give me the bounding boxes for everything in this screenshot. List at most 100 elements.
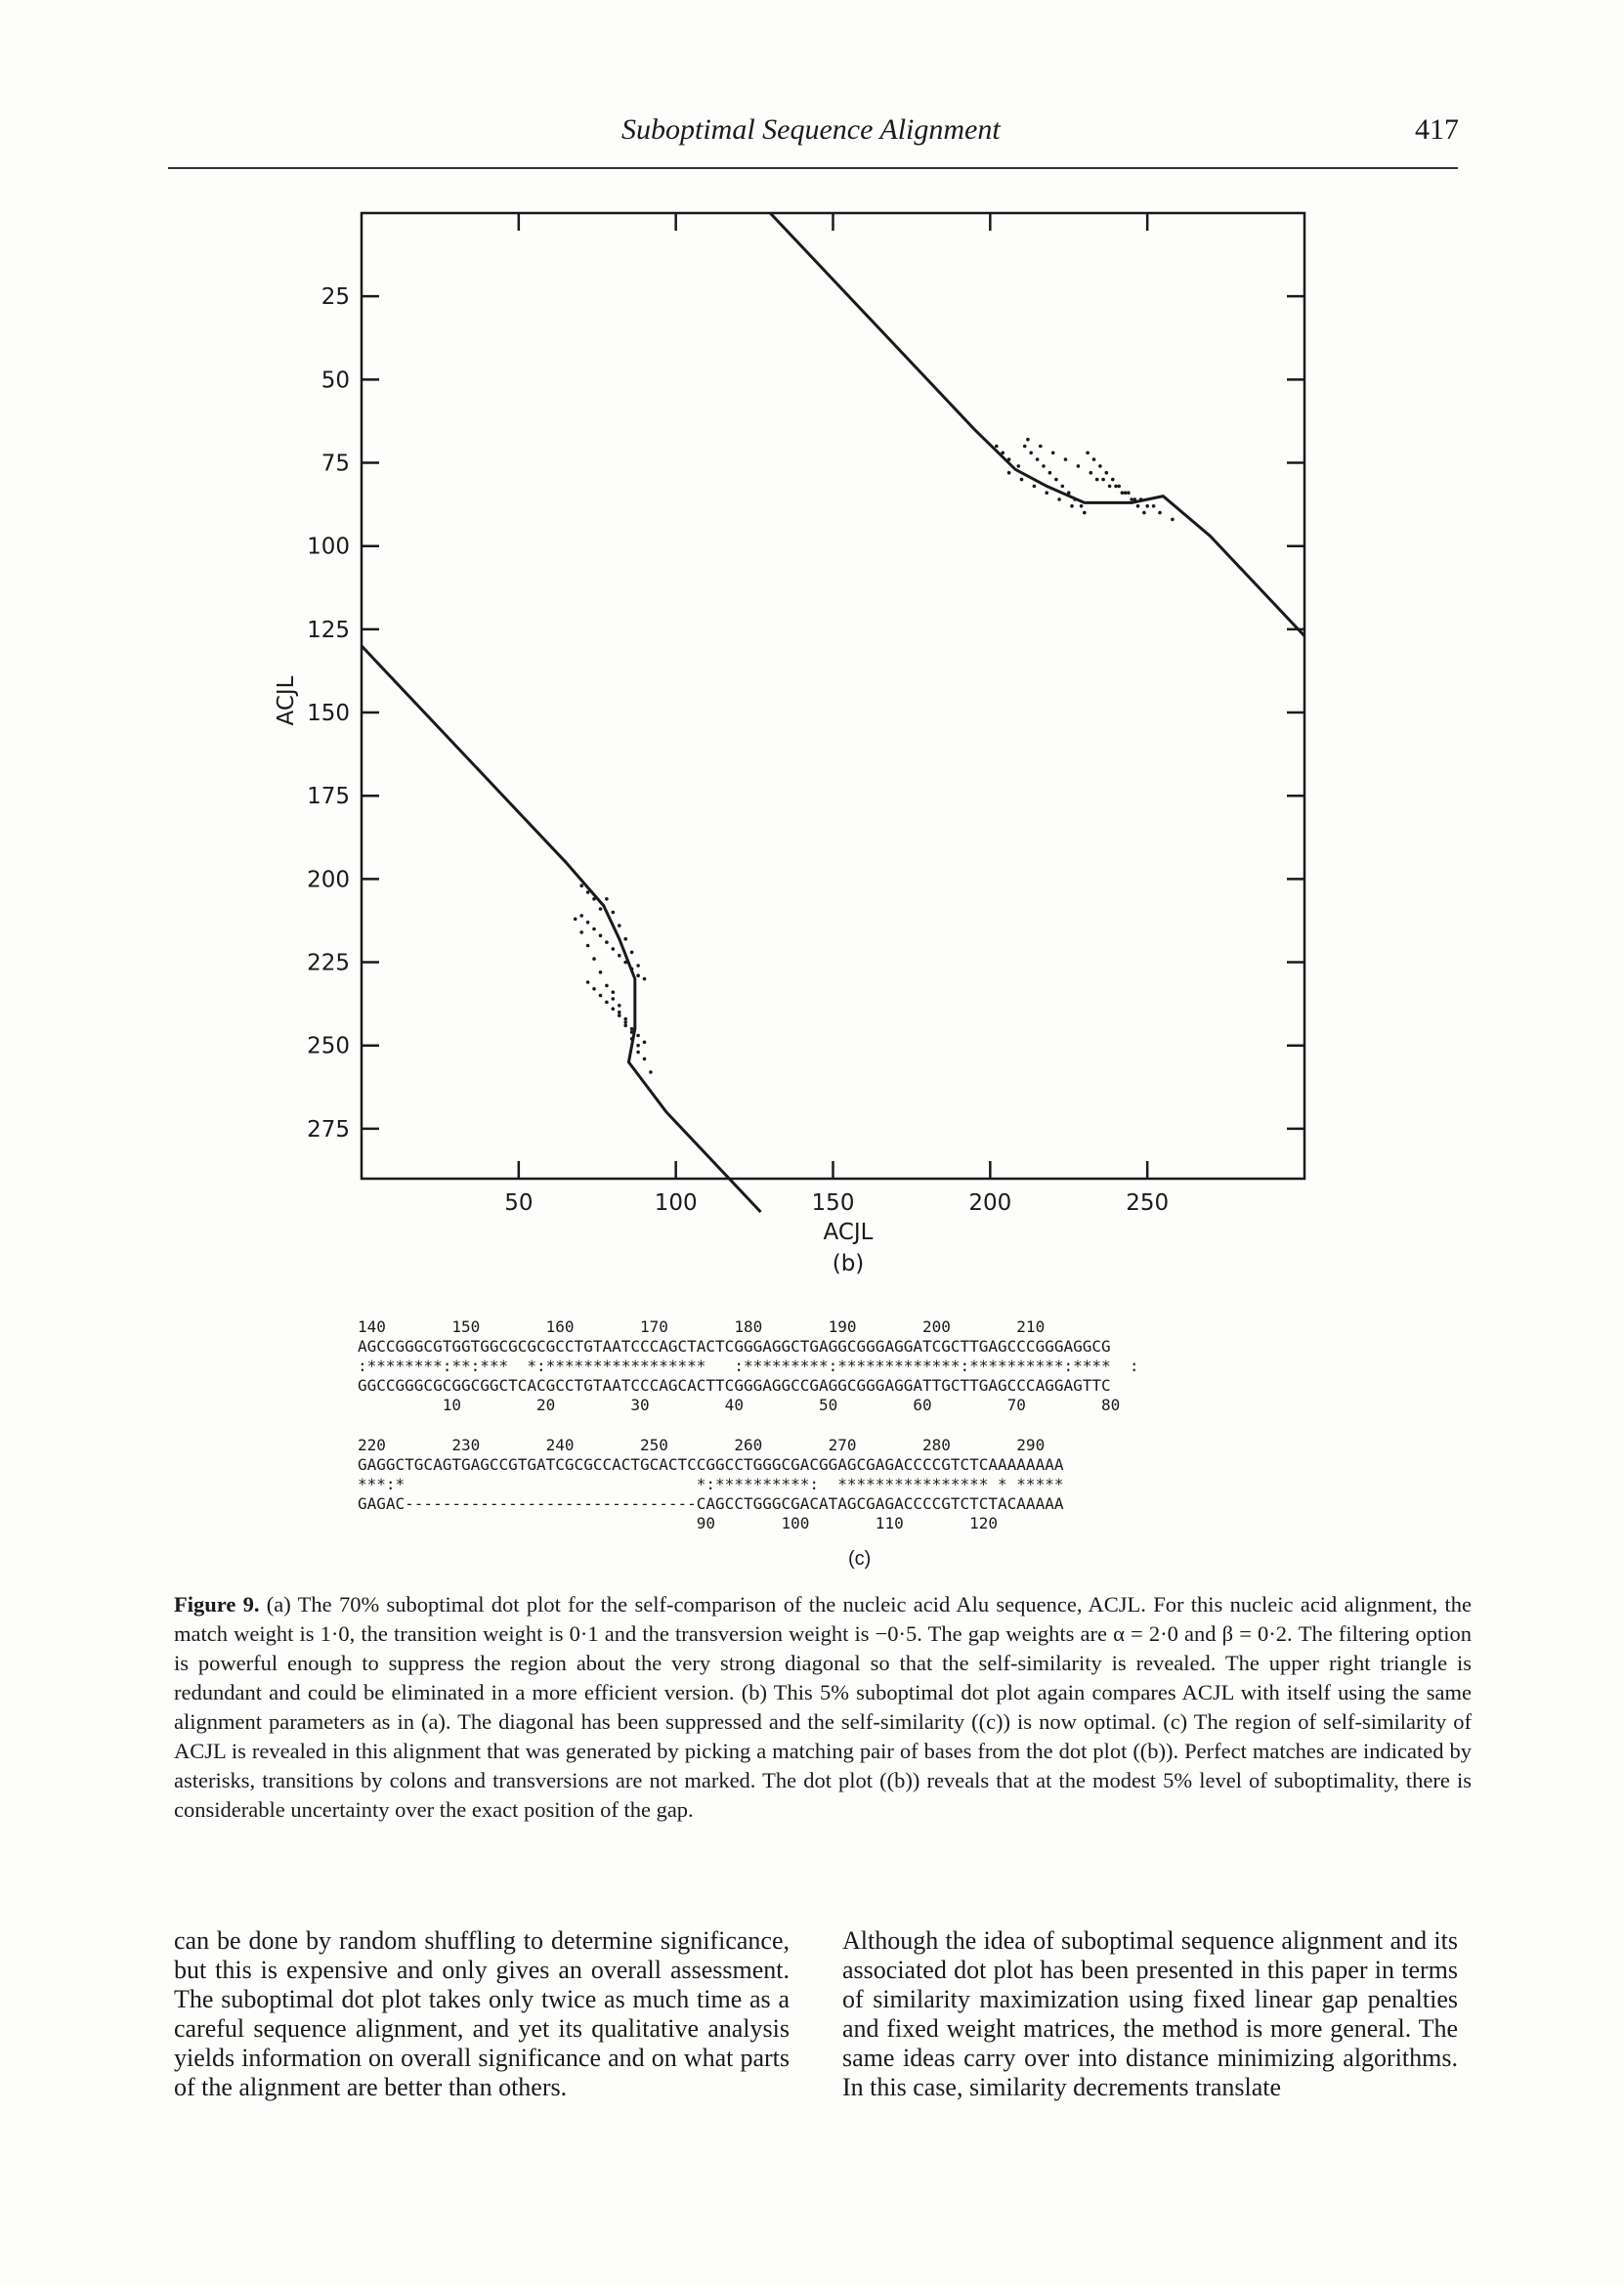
series-point bbox=[1067, 491, 1071, 496]
series-point bbox=[618, 1014, 621, 1017]
series-point bbox=[1130, 497, 1133, 501]
series-point bbox=[592, 957, 596, 961]
series-point bbox=[1076, 464, 1081, 468]
series-point bbox=[623, 1016, 627, 1021]
series-point bbox=[1079, 504, 1084, 508]
series-point bbox=[1171, 517, 1175, 522]
series-point bbox=[605, 940, 609, 944]
y-axis-label: ACJL bbox=[274, 675, 299, 725]
panel-b-label: (b) bbox=[833, 1251, 865, 1276]
series-point bbox=[1127, 491, 1131, 496]
series-point bbox=[1133, 497, 1137, 501]
x-tick-label: 250 bbox=[1126, 1190, 1169, 1216]
series-point bbox=[611, 990, 616, 994]
series-point bbox=[623, 1020, 627, 1024]
series-point bbox=[618, 924, 621, 927]
series-point bbox=[585, 943, 590, 948]
y-tick-label: 225 bbox=[307, 951, 350, 976]
series-point bbox=[642, 1057, 647, 1061]
caption-text: (a) The 70% suboptimal dot plot for the … bbox=[174, 1592, 1472, 1822]
series-point bbox=[636, 1043, 640, 1048]
series-point bbox=[629, 967, 634, 971]
body-left-column: can be done by random shuffling to deter… bbox=[174, 1926, 790, 2101]
series-point bbox=[1104, 470, 1109, 475]
series-point bbox=[579, 884, 583, 887]
series-point bbox=[623, 960, 627, 965]
series-point bbox=[1135, 504, 1140, 508]
figure-caption: Figure 9. (a) The 70% suboptimal dot plo… bbox=[174, 1590, 1472, 1825]
y-tick-label: 75 bbox=[321, 452, 350, 477]
series-point bbox=[1142, 510, 1146, 515]
series-point bbox=[1054, 477, 1058, 482]
series-point bbox=[605, 1000, 609, 1005]
series-point bbox=[1016, 464, 1021, 468]
y-tick-label: 250 bbox=[307, 1034, 350, 1059]
series-point bbox=[1039, 444, 1043, 449]
series-point bbox=[1029, 451, 1033, 455]
plot-series bbox=[360, 211, 1306, 1214]
series-point bbox=[611, 997, 616, 1001]
alignment-bottom-numbers-2: 90 100 110 120 bbox=[358, 1514, 999, 1532]
panel-c-label: (c) bbox=[848, 1548, 872, 1570]
series-point bbox=[1145, 504, 1149, 508]
series-point bbox=[1035, 457, 1040, 461]
series-point bbox=[1098, 464, 1102, 468]
series-point bbox=[592, 897, 596, 901]
series-point bbox=[1057, 497, 1061, 501]
series-point bbox=[1006, 470, 1011, 475]
series-point bbox=[1019, 477, 1024, 482]
series-point bbox=[1123, 491, 1128, 496]
series-point bbox=[579, 914, 583, 918]
series-line-1 bbox=[360, 644, 762, 1214]
header-rule bbox=[168, 167, 1458, 169]
body-right-column: Although the idea of suboptimal sequence… bbox=[842, 1926, 1458, 2101]
series-point bbox=[1073, 497, 1077, 501]
series-point bbox=[1151, 504, 1156, 508]
alignment-bottom-numbers-1: 10 20 30 40 50 60 70 80 bbox=[358, 1396, 1121, 1414]
series-point bbox=[1107, 484, 1112, 489]
series-point bbox=[1114, 484, 1118, 489]
series-point bbox=[605, 983, 609, 988]
running-title: Suboptimal Sequence Alignment bbox=[621, 113, 1001, 146]
y-tick-label: 200 bbox=[307, 867, 350, 892]
series-point bbox=[1089, 470, 1093, 475]
x-tick-label: 100 bbox=[655, 1190, 698, 1216]
series-point bbox=[623, 936, 627, 941]
series-line-0 bbox=[769, 211, 1306, 637]
series-point bbox=[1063, 457, 1068, 461]
y-tick-label: 100 bbox=[307, 535, 350, 560]
alignment-match-line-1: :********:**:*** *:***************** :**… bbox=[358, 1357, 1139, 1375]
series-point bbox=[1101, 477, 1105, 482]
series-point bbox=[642, 1040, 647, 1045]
series-point bbox=[592, 987, 596, 991]
alignment-top-sequence-2: GAGGCTGCAGTGAGCCGTGATCGCGCCACTGCACTCCGGC… bbox=[358, 1455, 1064, 1474]
series-point bbox=[649, 1070, 653, 1074]
series-point bbox=[1060, 484, 1065, 489]
series-point bbox=[636, 1050, 640, 1055]
caption-label: Figure 9. bbox=[174, 1592, 260, 1617]
series-point bbox=[598, 907, 603, 911]
series-point bbox=[1047, 470, 1052, 475]
series-point bbox=[618, 953, 621, 958]
alignment-top-sequence-1: AGCCGGGCGTGGTGGCGCGCGCCTGTAATCCCAGCTACTC… bbox=[358, 1337, 1111, 1356]
y-tick-label: 175 bbox=[307, 784, 350, 809]
series-point bbox=[598, 970, 603, 974]
y-tick-label: 275 bbox=[307, 1117, 350, 1143]
series-point bbox=[629, 1030, 634, 1034]
series-point bbox=[573, 917, 577, 922]
series-point bbox=[1070, 504, 1074, 508]
series-point bbox=[1138, 497, 1143, 501]
alignment-top-numbers-2: 220 230 240 250 260 270 280 290 bbox=[358, 1436, 1046, 1454]
series-point bbox=[1086, 451, 1090, 455]
series-point bbox=[636, 964, 640, 968]
y-tick-label: 150 bbox=[307, 701, 350, 726]
series-point bbox=[1111, 477, 1115, 482]
series-point bbox=[1032, 484, 1037, 489]
series-point bbox=[642, 976, 647, 981]
series-point bbox=[592, 927, 596, 931]
alignment-top-numbers-1: 140 150 160 170 180 190 200 210 bbox=[358, 1317, 1046, 1336]
series-point bbox=[1042, 464, 1046, 468]
series-point bbox=[623, 1023, 627, 1028]
x-tick-label: 150 bbox=[812, 1190, 855, 1216]
